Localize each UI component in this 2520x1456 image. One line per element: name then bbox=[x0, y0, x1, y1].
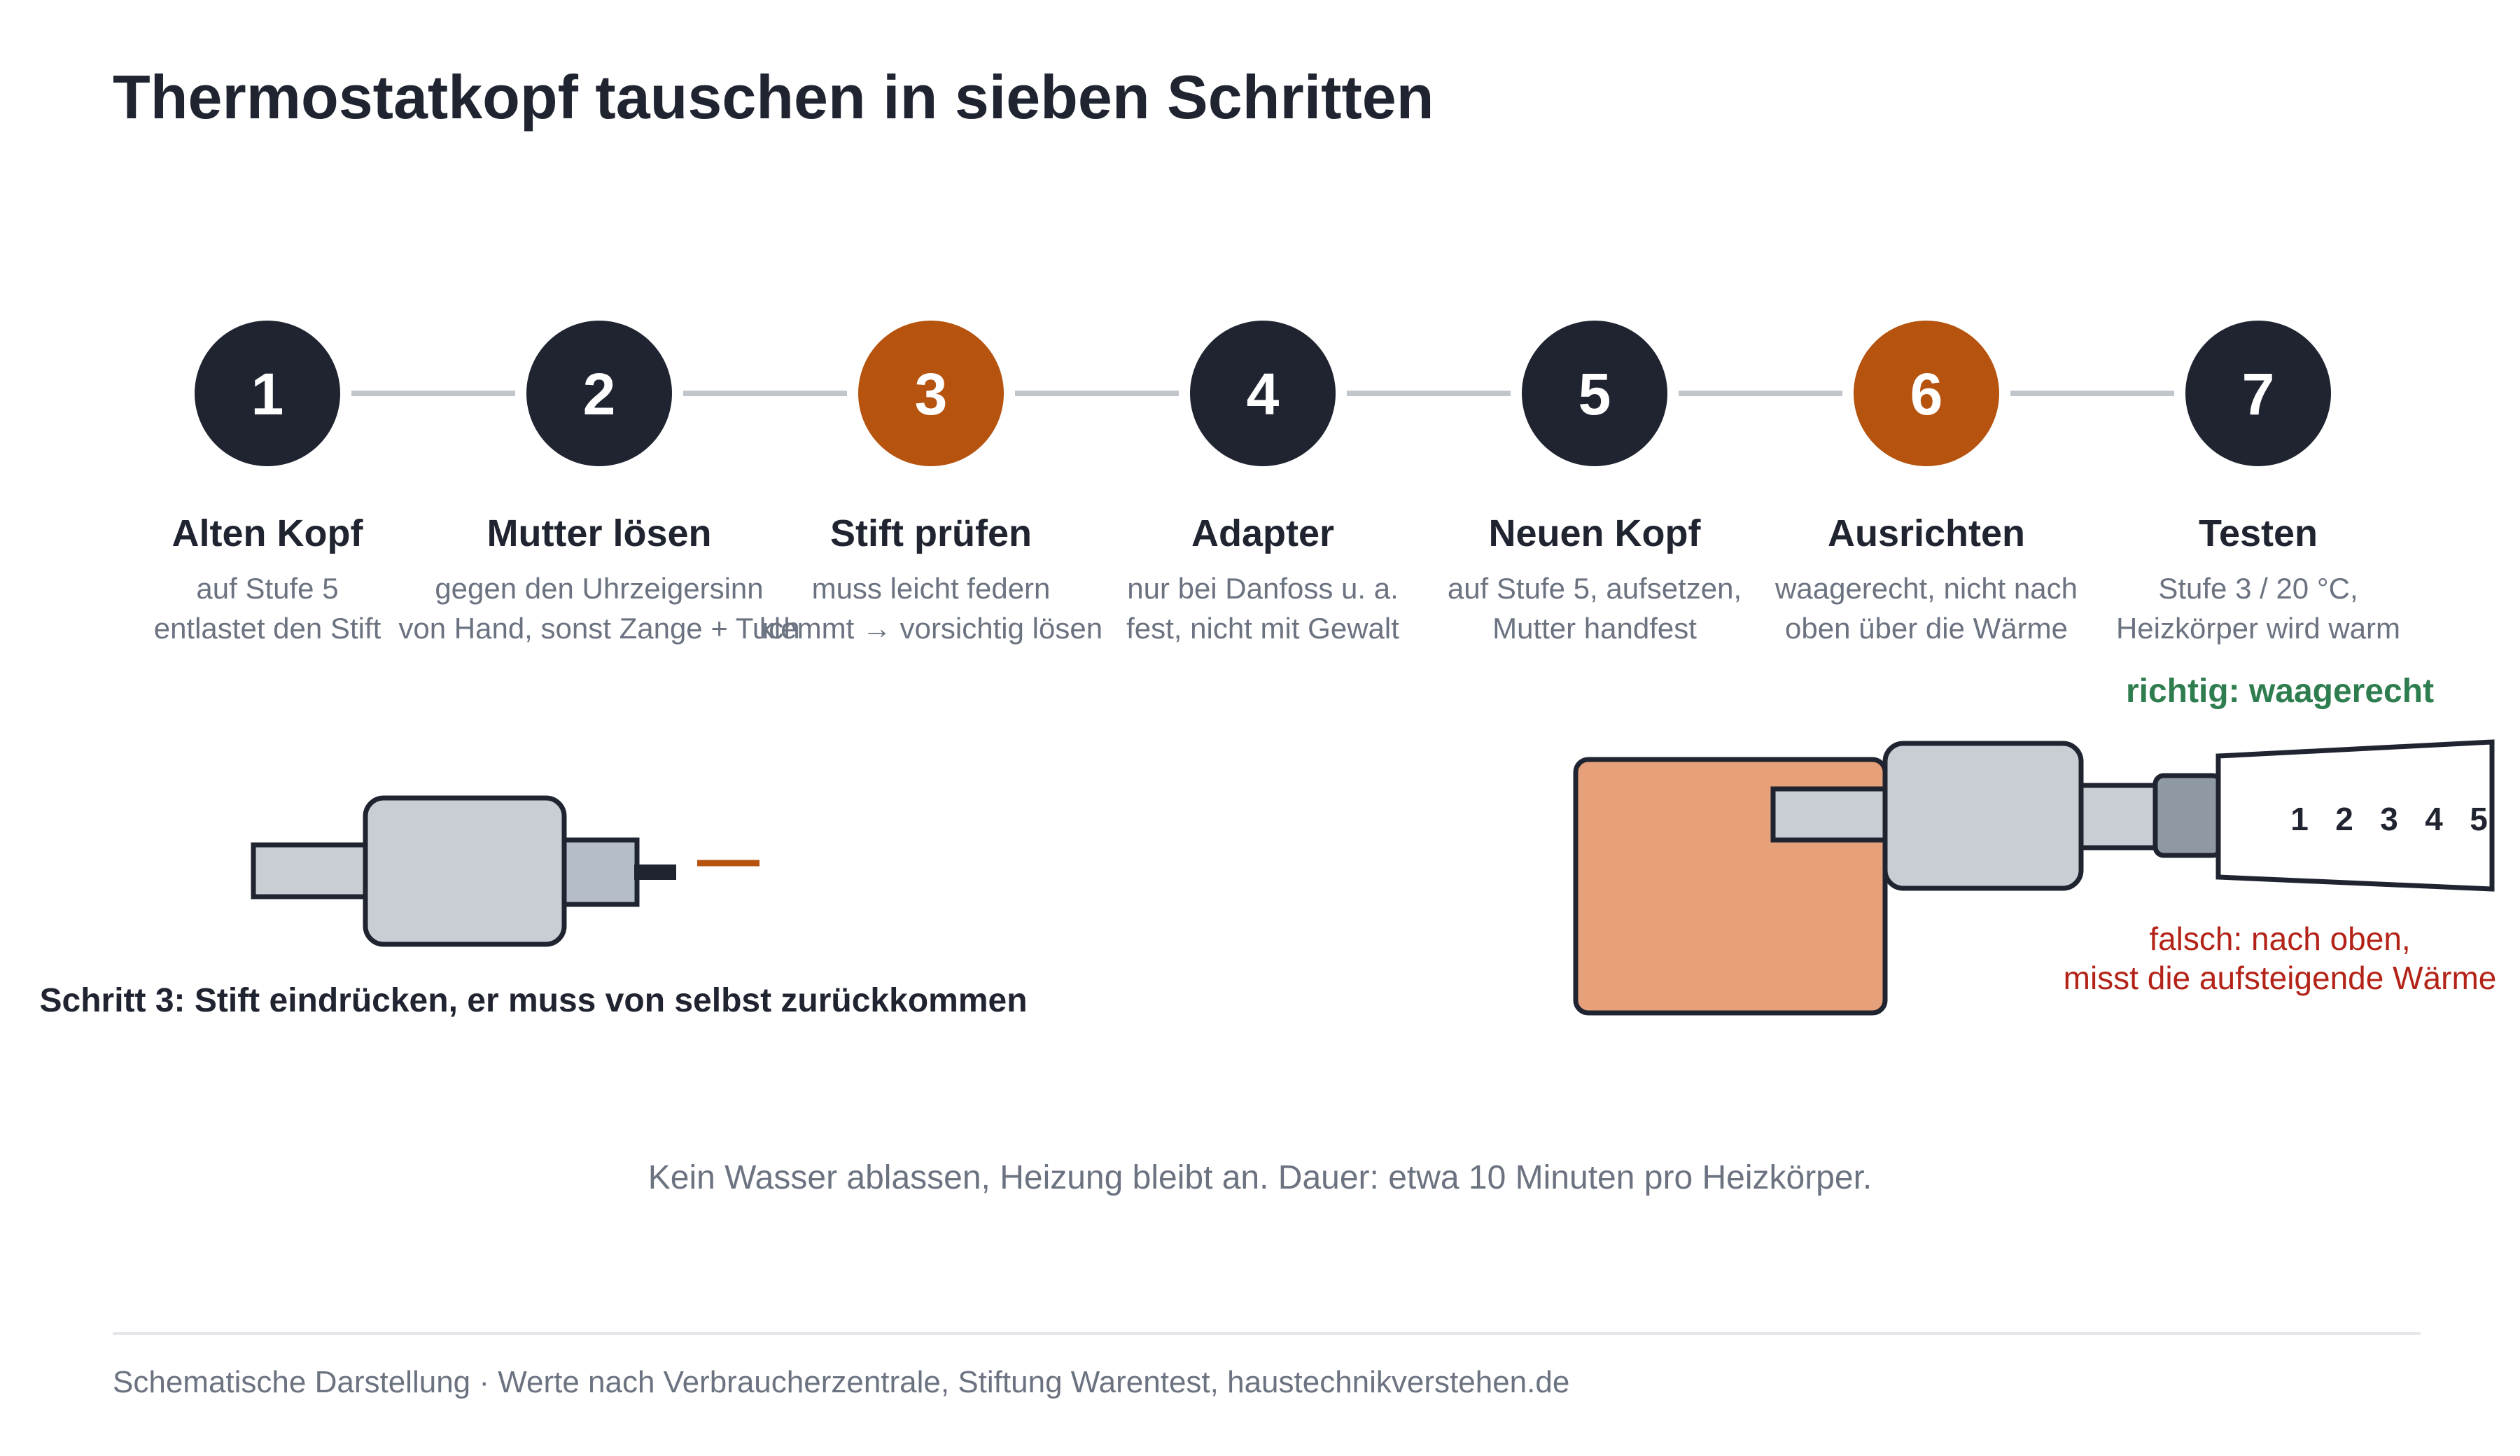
thermostat-head bbox=[2216, 739, 2495, 892]
step-5: 5 Neuen Kopf auf Stufe 5, aufsetzen, Mutter… bbox=[1448, 321, 1742, 645]
step-3: 3 Stift prüfen muss leicht federn klemmt → … bbox=[760, 321, 1102, 645]
step-desc-line1: auf Stufe 5, aufsetzen, bbox=[1448, 572, 1742, 605]
step-title: Neuen Kopf bbox=[1489, 512, 1702, 554]
label-wrong-line1: falsch: nach oben, bbox=[2149, 920, 2410, 957]
step-title: Alten Kopf bbox=[172, 512, 364, 554]
step-number: 3 bbox=[915, 361, 948, 427]
step-timeline: 1 Alten Kopf auf Stufe 5 entlastet den Stif… bbox=[154, 321, 2400, 645]
step-number: 1 bbox=[251, 361, 284, 427]
valve-pin bbox=[634, 864, 676, 880]
step-circle bbox=[1190, 321, 1336, 466]
step-7: 7 Testen Stufe 3 / 20 °C, Heizkörper wird w… bbox=[2116, 321, 2400, 645]
step-2: 2 Mutter lösen gegen den Uhrzeigersinn von … bbox=[398, 321, 800, 645]
step-desc-line2: von Hand, sonst Zange + Tuch bbox=[398, 612, 799, 645]
step-title: Stift prüfen bbox=[830, 512, 1032, 554]
step-desc-line2: fest, nicht mit Gewalt bbox=[1126, 612, 1399, 645]
step-desc-line1: auf Stufe 5 bbox=[196, 572, 338, 605]
step-circle bbox=[195, 321, 340, 466]
scale-number: 1 bbox=[2290, 801, 2309, 837]
footer-divider bbox=[113, 1332, 2421, 1335]
thermostat-valve-body bbox=[1882, 741, 2084, 891]
scale-number: 2 bbox=[2335, 801, 2353, 837]
step-4: 4 Adapter nur bei Danfoss u. a. fest, nicht… bbox=[1126, 321, 1399, 645]
note-text: Kein Wasser ablassen, Heizung bleibt an.… bbox=[648, 1159, 1872, 1196]
step-desc-line2: entlastet den Stift bbox=[154, 612, 382, 645]
step-desc-line1: waagerecht, nicht nach bbox=[1774, 572, 2078, 605]
label-wrong-line2: misst die aufsteigende Wärme bbox=[2064, 960, 2497, 996]
step-desc-line1: gegen den Uhrzeigersinn bbox=[435, 572, 763, 605]
label-correct: richtig: waagerecht bbox=[2126, 673, 2434, 710]
step-desc-line2: oben über die Wärme bbox=[1785, 612, 2068, 645]
step-number: 4 bbox=[1247, 361, 1280, 427]
step-desc-line2: Heizkörper wird warm bbox=[2116, 612, 2400, 645]
step-number: 5 bbox=[1578, 361, 1611, 427]
radiator-pipe bbox=[1770, 786, 1890, 843]
step-6: 6 Ausrichten waagerecht, nicht nach oben üb… bbox=[1774, 321, 2078, 645]
step-number: 6 bbox=[1910, 361, 1943, 427]
scale-number: 3 bbox=[2380, 801, 2398, 837]
thermostat-neck bbox=[2078, 783, 2162, 850]
step-circle bbox=[1854, 321, 1999, 466]
step-desc-line2: klemmt → vorsichtig lösen bbox=[760, 612, 1102, 645]
step-circle bbox=[526, 321, 672, 466]
source-text: Schematische Darstellung · Werte nach Ve… bbox=[113, 1365, 1570, 1399]
step-desc-line1: Stufe 3 / 20 °C, bbox=[2158, 572, 2358, 605]
scale-number: 5 bbox=[2470, 801, 2488, 837]
step-circle bbox=[2185, 321, 2331, 466]
step3-caption: Schritt 3: Stift eindrücken, er muss von… bbox=[39, 982, 1027, 1019]
valve-pin-detail: Schritt 3: Stift eindrücken, er muss von… bbox=[39, 795, 1028, 1019]
step-desc-line1: nur bei Danfoss u. a. bbox=[1127, 572, 1399, 605]
valve-body bbox=[363, 795, 567, 947]
scale-number: 4 bbox=[2425, 801, 2443, 837]
valve-pipe bbox=[251, 842, 374, 899]
step-desc-line1: muss leicht federn bbox=[812, 572, 1051, 605]
step-title: Testen bbox=[2199, 512, 2318, 554]
step-title: Ausrichten bbox=[1828, 512, 2025, 554]
step-title: Adapter bbox=[1191, 512, 1334, 554]
step-desc-line2: Mutter handfest bbox=[1492, 612, 1697, 645]
step-1: 1 Alten Kopf auf Stufe 5 entlastet den Stif… bbox=[154, 321, 382, 645]
step-title: Mutter lösen bbox=[486, 512, 711, 554]
step-number: 7 bbox=[2242, 361, 2275, 427]
step-number: 2 bbox=[583, 361, 616, 427]
step-circle bbox=[858, 321, 1004, 466]
step-circle bbox=[1522, 321, 1667, 466]
thermostat-nut bbox=[2152, 773, 2224, 858]
valve-stem bbox=[561, 837, 640, 907]
page-title: Thermostatkopf tauschen in sieben Schrit… bbox=[113, 62, 1434, 132]
